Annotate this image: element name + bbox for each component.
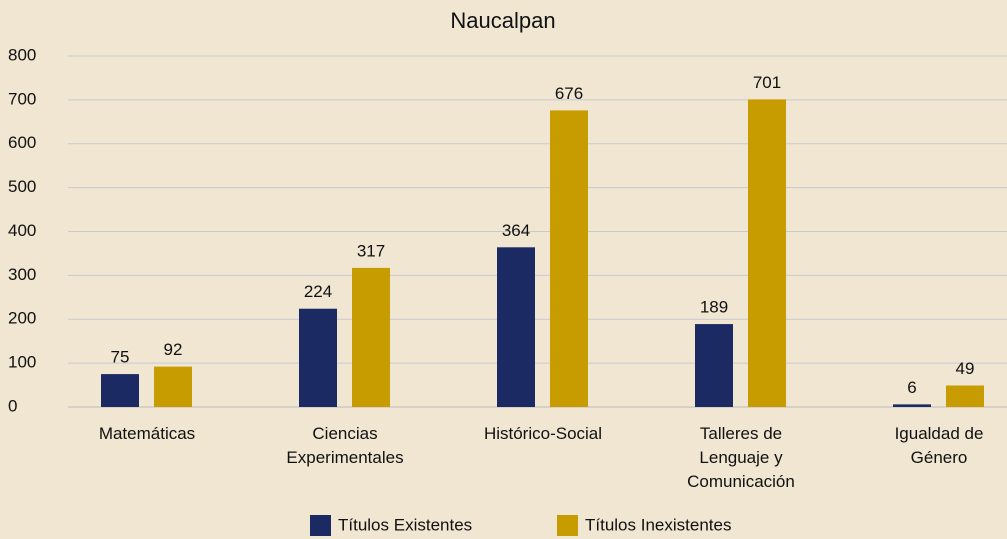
legend-label: Títulos Existentes (338, 515, 472, 534)
x-tick-label: Igualdad de Género (894, 424, 984, 467)
y-tick-label: 600 (8, 133, 36, 152)
x-tick-label: Matemáticas (98, 424, 196, 443)
bar (748, 99, 786, 407)
y-tick-label: 400 (8, 221, 36, 240)
legend-swatch (310, 515, 331, 536)
x-tick-label: Talleres de Lenguaje y Comunicación (687, 424, 795, 491)
y-tick-label: 800 (8, 45, 36, 64)
data-label: 75 (111, 348, 130, 367)
legend-swatch (557, 515, 578, 536)
chart-title: Naucalpan (450, 8, 555, 33)
y-tick-label: 200 (8, 309, 36, 328)
y-tick-label: 300 (8, 265, 36, 284)
data-label: 92 (164, 340, 183, 359)
bar (154, 366, 192, 407)
y-tick-label: 500 (8, 177, 36, 196)
data-label: 224 (304, 282, 332, 301)
data-label: 364 (502, 221, 530, 240)
bar (101, 374, 139, 407)
x-tick-label: Histórico-Social (483, 424, 603, 443)
data-label: 49 (956, 359, 975, 378)
data-label: 676 (555, 84, 583, 103)
bar (946, 385, 984, 407)
bar (299, 308, 337, 407)
data-label: 6 (907, 378, 916, 397)
data-label: 317 (357, 241, 385, 260)
bar (352, 267, 390, 407)
bar (497, 247, 535, 407)
data-label: 701 (753, 73, 781, 92)
bar (893, 404, 931, 407)
bar (695, 324, 733, 407)
y-tick-label: 0 (8, 396, 17, 415)
legend-label: Títulos Inexistentes (585, 515, 731, 534)
bar (550, 110, 588, 407)
y-tick-label: 700 (8, 89, 36, 108)
x-tick-label: Ciencias Experimentales (286, 424, 404, 467)
y-tick-label: 100 (8, 353, 36, 372)
data-label: 189 (700, 298, 728, 317)
